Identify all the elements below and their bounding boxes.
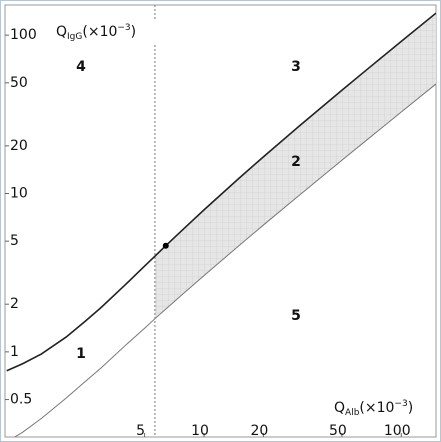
y-tick-label: 0.5 [10, 392, 32, 408]
axis-label-part: (×10 [359, 400, 394, 416]
y-tick-label: 100 [10, 27, 37, 43]
region-label: 5 [291, 308, 301, 324]
region-label: 4 [76, 59, 86, 75]
y-tick-label: 1 [10, 344, 19, 360]
x-tick-label: 10 [191, 423, 209, 439]
y-tick-label: 10 [10, 186, 28, 202]
label-bg [52, 20, 160, 44]
plot-area [6, 5, 436, 437]
axis-label-part: −3 [394, 399, 407, 409]
region-label: 2 [291, 154, 301, 170]
region-label: 3 [291, 59, 301, 75]
axis-label: QIgG(×10−3) [56, 23, 136, 42]
axis-label-part: ) [131, 24, 136, 40]
curve [13, 83, 436, 437]
region-label: 1 [76, 346, 86, 362]
y-tick-label: 50 [10, 75, 28, 91]
axis-label-part: −3 [117, 23, 130, 33]
x-tick-label: 5 [136, 423, 145, 439]
axis-label: QAlb(×10−3) [334, 399, 413, 418]
x-tick-label: 20 [250, 423, 268, 439]
hatch-region [154, 13, 436, 319]
axis-label-part: (×10 [82, 24, 117, 40]
axis-label-part: Q [56, 24, 67, 40]
point [162, 242, 169, 249]
x-tick-label: 50 [329, 423, 347, 439]
axis-label-part: Alb [345, 408, 360, 418]
y-tick-label: 2 [10, 296, 19, 312]
axis-label-part: ) [408, 400, 413, 416]
x-tick-label: 100 [384, 423, 411, 439]
axis-label-part: Q [334, 400, 345, 416]
y-tick-label: 5 [10, 233, 19, 249]
y-tick-label: 20 [10, 138, 28, 154]
axis-label-part: IgG [67, 32, 82, 42]
label-bg [330, 395, 434, 419]
